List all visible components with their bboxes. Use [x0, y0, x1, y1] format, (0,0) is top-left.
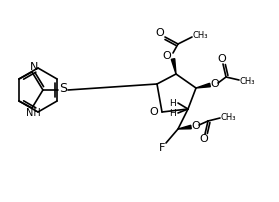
Text: O: O	[150, 107, 158, 117]
Text: O: O	[156, 28, 164, 38]
Text: CH₃: CH₃	[192, 32, 208, 40]
Text: N: N	[30, 62, 38, 72]
Text: H: H	[169, 99, 175, 107]
Polygon shape	[171, 59, 176, 74]
Text: CH₃: CH₃	[220, 114, 236, 122]
Polygon shape	[178, 125, 191, 129]
Text: H: H	[169, 108, 175, 118]
Text: NH: NH	[26, 108, 40, 118]
Text: O: O	[211, 79, 219, 89]
Text: O: O	[192, 121, 200, 131]
Text: CH₃: CH₃	[239, 77, 255, 85]
Polygon shape	[196, 83, 210, 88]
Text: S: S	[59, 82, 67, 96]
Text: O: O	[218, 54, 226, 64]
Text: O: O	[163, 51, 171, 61]
Text: O: O	[200, 134, 208, 144]
Text: F: F	[159, 143, 165, 153]
